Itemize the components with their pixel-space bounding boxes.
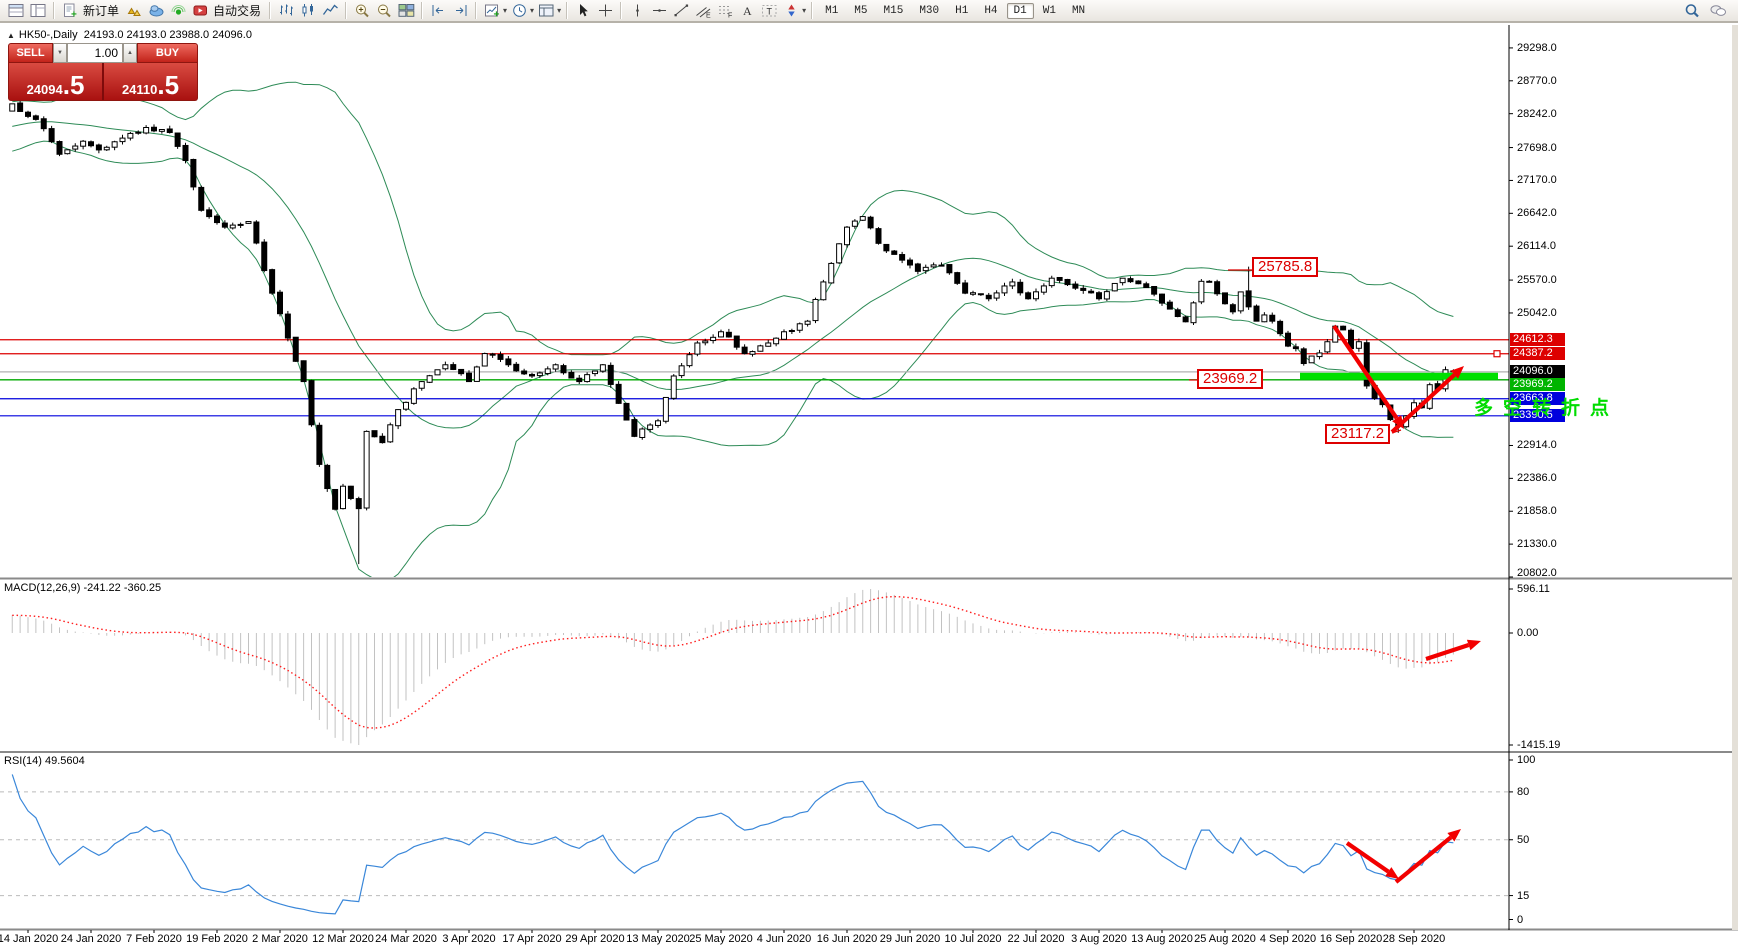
- toolbar-separator: [53, 2, 55, 19]
- bid-main-digits: 24094: [26, 82, 63, 97]
- label-icon[interactable]: T: [759, 2, 779, 20]
- line-chart-icon[interactable]: [320, 2, 340, 20]
- templates-button-caret[interactable]: ▾: [557, 6, 562, 15]
- fibonacci-icon[interactable]: F: [715, 2, 735, 20]
- new-order-button-label[interactable]: 新订单: [83, 4, 120, 18]
- signals-icon[interactable]: [168, 2, 188, 20]
- periods-button[interactable]: [509, 2, 529, 20]
- new-chart-button[interactable]: +: [482, 2, 502, 20]
- new-chart-button-caret[interactable]: ▾: [503, 6, 508, 15]
- svg-text:E: E: [706, 13, 711, 19]
- chart-shift-icon[interactable]: [450, 2, 470, 20]
- toolbar-separator: [345, 2, 348, 19]
- price-divider: [102, 63, 104, 100]
- main-toolbar: + 新订单 自动交易 + ▾ ▾ ▾ E F A T ▾ M1 M5 M15 M30 H1 H4 D1 W1 MN: [0, 0, 1738, 23]
- mql5-community-icon[interactable]: [146, 2, 166, 20]
- ask-big-digit: .5: [157, 70, 180, 101]
- crosshair-icon[interactable]: [595, 2, 615, 20]
- channel-icon[interactable]: E: [693, 2, 713, 20]
- main-chart-area: [0, 81, 1509, 577]
- new-order-button[interactable]: +: [60, 2, 80, 20]
- toolbar-separator: [620, 2, 623, 19]
- sell-button[interactable]: SELL: [8, 43, 53, 63]
- periods-button-caret[interactable]: ▾: [530, 6, 535, 15]
- text-icon[interactable]: A: [737, 2, 757, 20]
- volume-decrease-button[interactable]: ▼: [53, 43, 67, 63]
- timeframe-m30-button[interactable]: M30: [919, 4, 940, 17]
- zoom-out-icon[interactable]: [374, 2, 394, 20]
- svg-text:F: F: [728, 13, 732, 19]
- auto-trading-button-label[interactable]: 自动交易: [213, 4, 262, 18]
- cursor-icon[interactable]: [573, 2, 593, 20]
- timeframe-m15-button[interactable]: M15: [883, 4, 904, 17]
- charts-window-icon[interactable]: [6, 2, 26, 20]
- toolbar-separator: [566, 2, 569, 19]
- svg-text:+: +: [71, 10, 77, 19]
- symbol-period-label: HK50-,Daily: [18, 29, 78, 41]
- chart-header: ▲ HK50-,Daily 24193.0 24193.0 23988.0 240…: [7, 29, 252, 41]
- toolbar-separator: [421, 2, 424, 19]
- timeframe-h4-button[interactable]: H4: [984, 4, 998, 17]
- ask-main-digits: 24110: [121, 82, 158, 97]
- volume-increase-button[interactable]: ▲: [123, 43, 137, 63]
- timeframe-h1-button[interactable]: H1: [955, 4, 969, 17]
- timeframe-m1-button[interactable]: M1: [825, 4, 839, 17]
- gold-icon[interactable]: [124, 2, 144, 20]
- toolbar-separator: [269, 2, 272, 19]
- collapse-one-click-icon[interactable]: ▲: [7, 31, 15, 40]
- bid-price[interactable]: 24094.5: [9, 63, 102, 100]
- data-window-icon[interactable]: [28, 2, 48, 20]
- auto-trading-button[interactable]: [190, 2, 210, 20]
- timeframe-w1-button[interactable]: W1: [1042, 4, 1056, 17]
- tile-windows-icon[interactable]: [396, 2, 416, 20]
- timeframe-m5-button[interactable]: M5: [854, 4, 868, 17]
- svg-text:+: +: [493, 10, 499, 19]
- bid-big-digit: .5: [62, 70, 85, 101]
- buy-button[interactable]: BUY: [137, 43, 198, 63]
- timeframe-d1-button[interactable]: D1: [1006, 2, 1034, 19]
- auto-scroll-icon[interactable]: [428, 2, 448, 20]
- horizontal-line-icon[interactable]: [649, 2, 669, 20]
- trendline-icon[interactable]: [671, 2, 691, 20]
- toolbar-separator: [811, 2, 814, 19]
- search-icon[interactable]: [1682, 2, 1702, 20]
- candlestick-icon[interactable]: [298, 2, 318, 20]
- ohlc-values: 24193.0 24193.0 23988.0 24096.0: [83, 29, 252, 41]
- svg-text:T: T: [766, 7, 772, 17]
- one-click-trading-widget: SELL ▼ 1.00 ▲ BUY 24094.5 24110.5: [8, 43, 198, 101]
- zoom-in-icon[interactable]: [352, 2, 372, 20]
- arrows-icon[interactable]: [781, 2, 801, 20]
- toolbar-separator: [475, 2, 478, 19]
- volume-input[interactable]: 1.00: [67, 43, 123, 63]
- chat-icon[interactable]: [1708, 2, 1728, 20]
- arrows-icon-caret[interactable]: ▾: [802, 6, 807, 15]
- svg-text:A: A: [743, 4, 752, 18]
- bar-chart-icon[interactable]: [276, 2, 296, 20]
- templates-button[interactable]: [536, 2, 556, 20]
- vertical-line-icon[interactable]: [627, 2, 647, 20]
- timeframe-mn-button[interactable]: MN: [1071, 4, 1086, 17]
- ask-price[interactable]: 24110.5: [104, 63, 197, 100]
